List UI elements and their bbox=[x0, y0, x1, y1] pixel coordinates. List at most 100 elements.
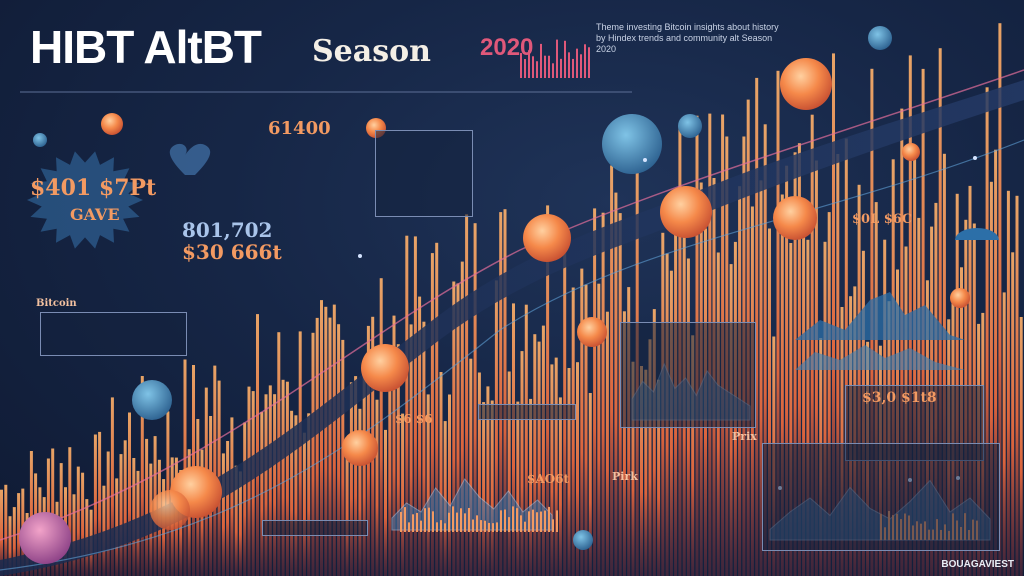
mini-bar bbox=[476, 515, 478, 532]
chart-bar bbox=[405, 235, 409, 576]
chart-bar bbox=[298, 331, 302, 576]
chart-bar bbox=[409, 324, 413, 576]
chart-bar bbox=[763, 124, 767, 576]
chart-bar bbox=[448, 394, 451, 576]
chart-bar bbox=[281, 379, 285, 576]
info-panel-strip-2 bbox=[262, 520, 368, 536]
mini-bar bbox=[416, 512, 418, 532]
chart-bar bbox=[537, 341, 541, 576]
mini-bar bbox=[428, 507, 430, 532]
chart-bar bbox=[388, 360, 392, 576]
chart-bar bbox=[221, 453, 225, 576]
chart-bar bbox=[422, 321, 426, 576]
info-panel-strip bbox=[478, 404, 576, 420]
dome-icon bbox=[955, 228, 999, 240]
chart-bar bbox=[644, 369, 648, 576]
chart-bar bbox=[593, 208, 597, 576]
chart-bar bbox=[452, 281, 456, 576]
chart-bar bbox=[264, 394, 268, 576]
mini-bar bbox=[576, 48, 578, 78]
mini-bar bbox=[524, 59, 526, 78]
coin-icon bbox=[950, 288, 970, 308]
chart-bar bbox=[571, 287, 575, 576]
chart-bar bbox=[776, 70, 780, 576]
chart-bar bbox=[320, 300, 323, 576]
chart-bar bbox=[226, 441, 230, 576]
chart-bar bbox=[938, 48, 942, 576]
mini-bar bbox=[508, 517, 510, 532]
stat-value-1: $401 $7Pt bbox=[30, 175, 157, 201]
chart-bar bbox=[401, 413, 405, 576]
info-panel-left bbox=[40, 312, 187, 356]
chart-bar bbox=[332, 304, 336, 576]
coin-icon bbox=[19, 512, 71, 564]
chart-bar bbox=[657, 379, 661, 576]
coin-icon bbox=[902, 143, 920, 161]
header-year: 2020 bbox=[480, 34, 534, 61]
chart-bar bbox=[358, 408, 362, 576]
mini-bar bbox=[436, 522, 438, 532]
chart-bar bbox=[533, 334, 537, 576]
chart-bar bbox=[823, 241, 827, 576]
chart-bar bbox=[473, 223, 477, 576]
chart-bar bbox=[469, 358, 473, 576]
chart-bar bbox=[576, 362, 579, 576]
chart-bar bbox=[285, 381, 289, 576]
stat-value-3: 801,702 bbox=[182, 218, 273, 242]
chart-bar bbox=[230, 417, 234, 576]
stat-sub-1: GAVE bbox=[70, 205, 120, 224]
coin-icons bbox=[19, 26, 970, 564]
chart-bar bbox=[567, 368, 571, 576]
coin-icon bbox=[361, 344, 409, 392]
chart-bar bbox=[302, 432, 306, 576]
chart-bar bbox=[640, 366, 643, 576]
chart-bar bbox=[516, 401, 520, 576]
info-panel-mid bbox=[620, 322, 756, 428]
mini-bar bbox=[520, 53, 522, 78]
chart-bar bbox=[520, 351, 524, 576]
stat-value-6: $3,0 $1t8 bbox=[862, 390, 937, 406]
chart-bar bbox=[789, 243, 793, 576]
chart-bar bbox=[601, 212, 605, 576]
chart-bar bbox=[691, 335, 695, 576]
mini-bar bbox=[400, 511, 402, 532]
chart-bar bbox=[354, 376, 358, 576]
chart-bar bbox=[631, 361, 635, 576]
chart-bar bbox=[840, 307, 844, 576]
chart-bar bbox=[349, 382, 353, 576]
mini-bar bbox=[536, 61, 538, 78]
chart-bar bbox=[256, 314, 259, 576]
chart-bar bbox=[106, 451, 110, 576]
chart-bar bbox=[529, 398, 533, 576]
chart-bar bbox=[558, 397, 562, 576]
chart-bar bbox=[81, 472, 85, 576]
mini-bar bbox=[568, 52, 570, 78]
chart-bar bbox=[793, 152, 797, 576]
chart-bar bbox=[541, 325, 545, 576]
mini-bar bbox=[504, 509, 506, 532]
coin-icon bbox=[33, 133, 47, 147]
mini-bar bbox=[412, 514, 414, 532]
mini-bar bbox=[480, 520, 482, 532]
chart-bar bbox=[294, 415, 298, 576]
stat-value-5: $0L $6C bbox=[852, 212, 913, 227]
chart-bar bbox=[234, 465, 238, 576]
chart-bar bbox=[430, 253, 434, 576]
chart-bar bbox=[768, 228, 771, 576]
chart-bar bbox=[755, 77, 759, 576]
chart-bar bbox=[460, 261, 464, 576]
chart-bar bbox=[384, 429, 387, 576]
mini-bar bbox=[584, 44, 586, 78]
chart-bar bbox=[584, 284, 588, 576]
mini-bar bbox=[492, 523, 494, 532]
chart-bar bbox=[1015, 195, 1019, 576]
chart-bar bbox=[597, 283, 601, 576]
chart-bar bbox=[328, 317, 332, 576]
chart-bar bbox=[375, 399, 379, 576]
stat-value-7: $6 $6 bbox=[395, 412, 433, 426]
mini-bar bbox=[484, 520, 486, 532]
chart-bar bbox=[759, 180, 763, 576]
label-left: Bitcoin bbox=[36, 298, 77, 309]
chart-bar bbox=[251, 391, 255, 576]
chart-bar bbox=[443, 421, 447, 576]
